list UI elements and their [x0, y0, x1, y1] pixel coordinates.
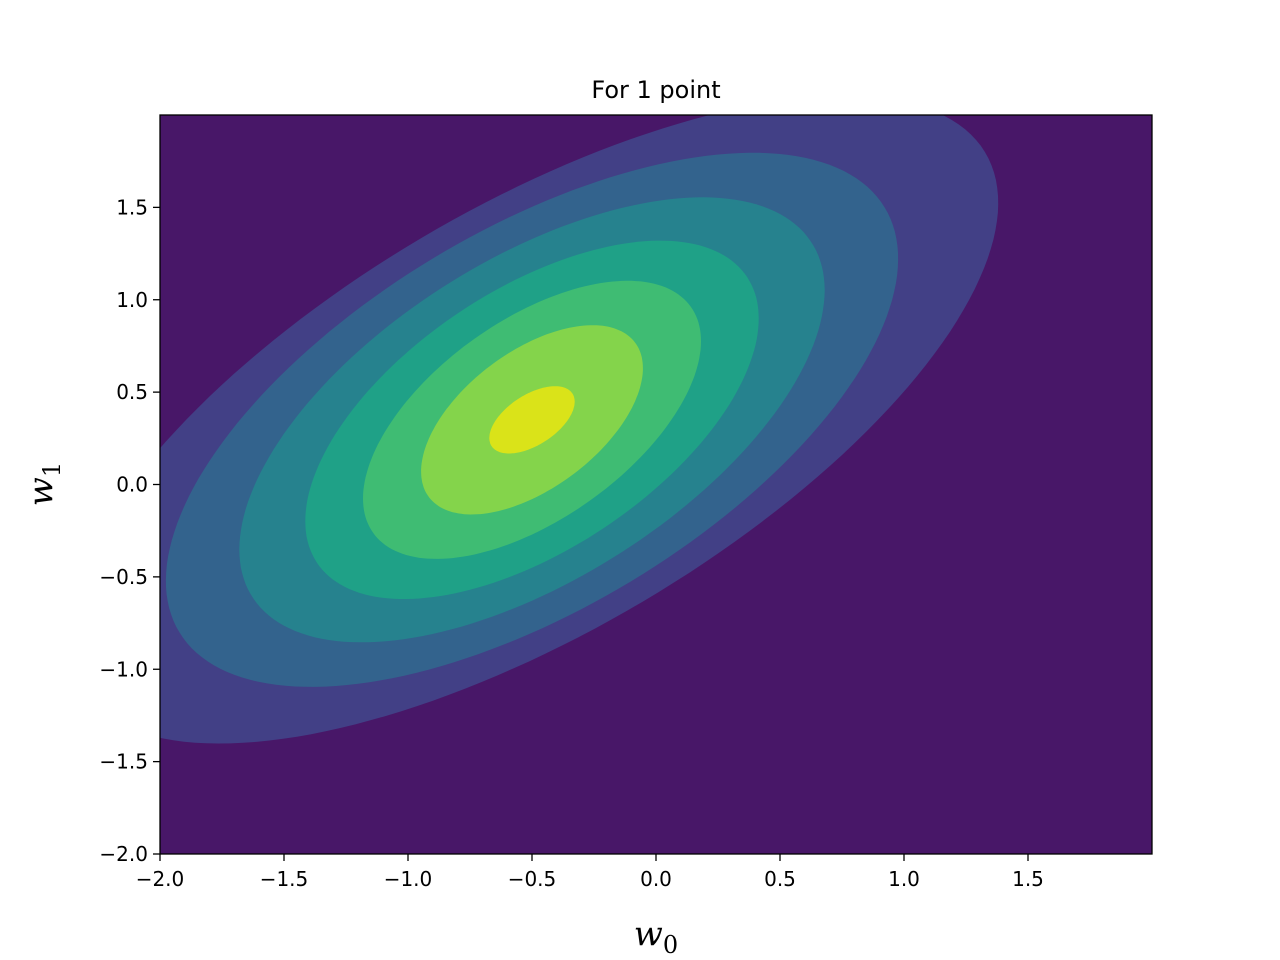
x-axis-label-base: w	[634, 914, 663, 954]
x-tick-label: 0.5	[764, 867, 796, 891]
x-axis-label-subscript: 0	[663, 931, 678, 959]
y-axis-label: w1	[21, 462, 66, 506]
x-tick-label: −1.5	[260, 867, 309, 891]
x-tick-label: −0.5	[508, 867, 557, 891]
contour-layer	[160, 115, 999, 744]
x-tick-label: −1.0	[384, 867, 433, 891]
y-tick-label: −0.5	[99, 565, 148, 589]
x-tick-label: 1.5	[1012, 867, 1044, 891]
y-axis: −2.0 −1.5 −1.0 −0.5 0.0 0.5 1.0 1.5	[99, 195, 160, 866]
y-tick-label: −1.0	[99, 657, 148, 681]
x-tick-label: −2.0	[136, 867, 185, 891]
x-tick-label: 0.0	[640, 867, 672, 891]
contour-band-7	[489, 386, 575, 454]
y-tick-label: 1.0	[116, 288, 148, 312]
y-tick-label: 0.5	[116, 380, 148, 404]
x-tick-label: 1.0	[888, 867, 920, 891]
y-axis-label-subscript: 1	[38, 462, 66, 477]
y-tick-label: −2.0	[99, 842, 148, 866]
y-axis-label-base: w	[21, 477, 61, 506]
x-axis: −2.0 −1.5 −1.0 −0.5 0.0 0.5 1.0 1.5	[136, 854, 1044, 891]
y-tick-label: 1.5	[116, 195, 148, 219]
y-tick-label: −1.5	[99, 750, 148, 774]
x-axis-label: w0	[634, 914, 678, 959]
chart-title: For 1 point	[591, 76, 720, 104]
y-tick-label: 0.0	[116, 473, 148, 497]
